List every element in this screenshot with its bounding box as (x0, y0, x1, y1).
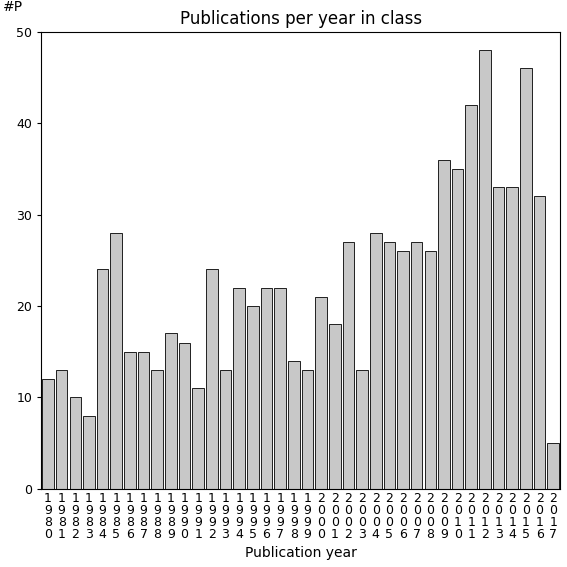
Bar (124, 352, 136, 489)
Bar (547, 443, 559, 489)
X-axis label: Publication year: Publication year (245, 546, 357, 560)
Bar (42, 379, 54, 489)
Bar (438, 160, 450, 489)
Bar (151, 370, 163, 489)
Bar (411, 242, 422, 489)
Bar (356, 370, 368, 489)
Bar (329, 324, 341, 489)
Bar (466, 105, 477, 489)
Bar (206, 269, 218, 489)
Bar (56, 370, 67, 489)
Bar (383, 242, 395, 489)
Bar (315, 297, 327, 489)
Bar (493, 187, 505, 489)
Bar (370, 233, 382, 489)
Bar (288, 361, 299, 489)
Bar (534, 196, 545, 489)
Bar (234, 287, 245, 489)
Bar (219, 370, 231, 489)
Bar (165, 333, 177, 489)
Bar (342, 242, 354, 489)
Bar (179, 342, 191, 489)
Bar (274, 287, 286, 489)
Bar (452, 169, 463, 489)
Bar (111, 233, 122, 489)
Bar (261, 287, 272, 489)
Title: Publications per year in class: Publications per year in class (180, 10, 422, 28)
Bar (247, 306, 259, 489)
Bar (425, 251, 436, 489)
Bar (479, 50, 491, 489)
Bar (192, 388, 204, 489)
Bar (397, 251, 409, 489)
Y-axis label: #P: #P (3, 0, 23, 14)
Bar (520, 69, 532, 489)
Bar (70, 397, 81, 489)
Bar (302, 370, 313, 489)
Bar (83, 416, 95, 489)
Bar (506, 187, 518, 489)
Bar (138, 352, 149, 489)
Bar (97, 269, 108, 489)
